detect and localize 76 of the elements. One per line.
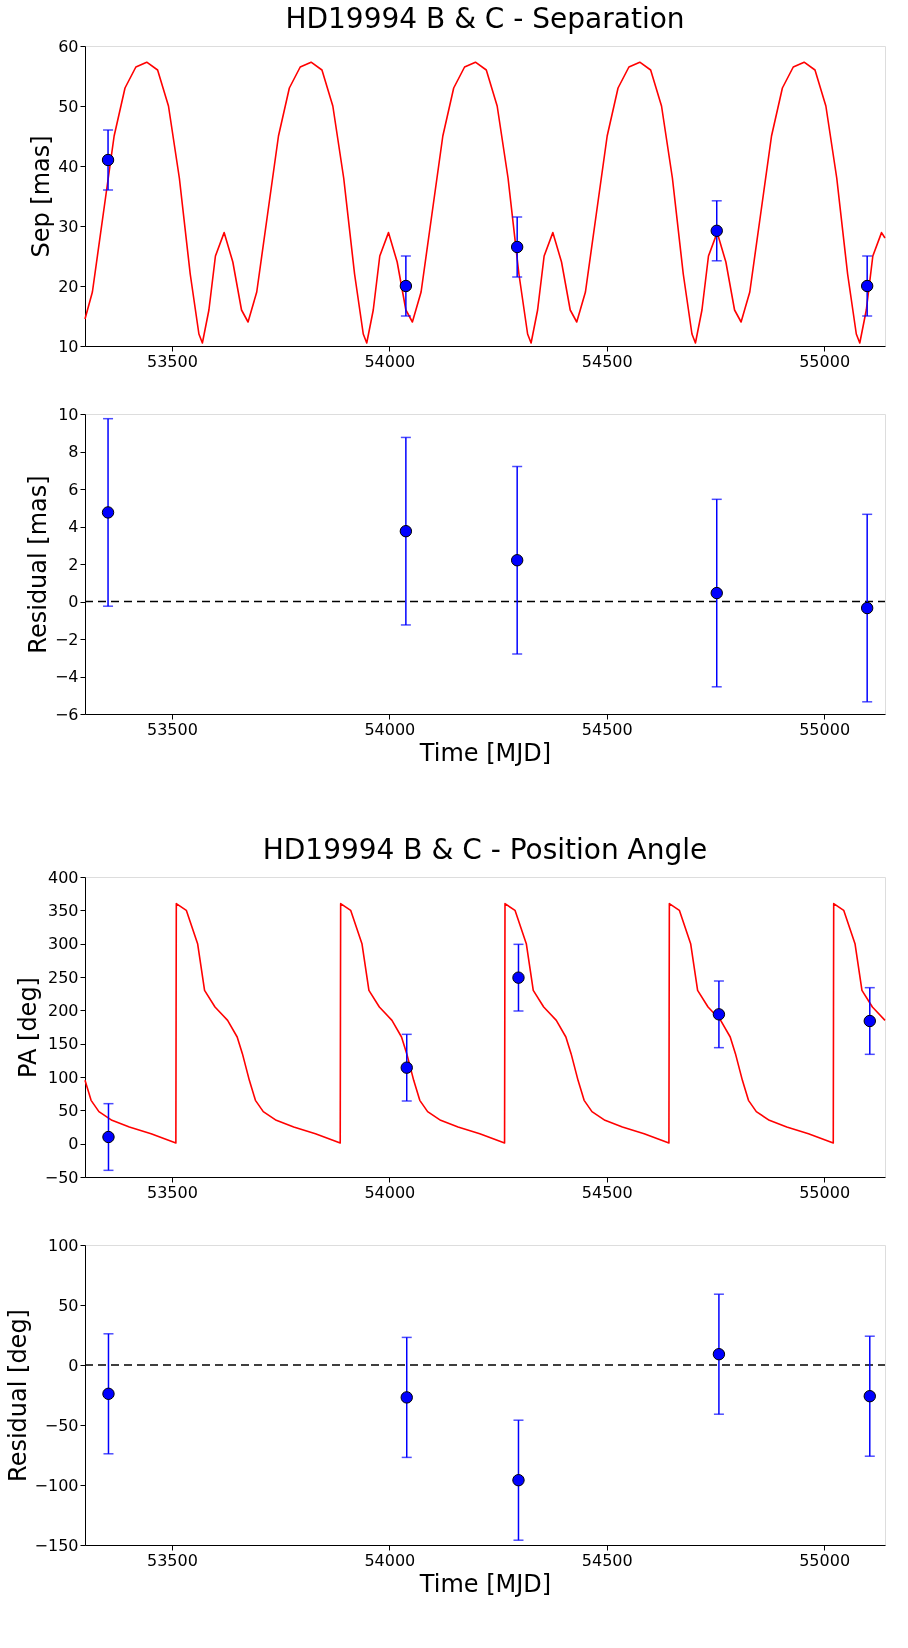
y-tick-label: −2	[54, 629, 79, 649]
x-tick-label: 53500	[147, 351, 198, 371]
y-tick-label: 100	[47, 1067, 79, 1087]
y-tick-label: 6	[68, 479, 79, 499]
point	[863, 1014, 876, 1028]
y-tick-label: 8	[68, 442, 79, 461]
y-axis-title: Residual [deg]	[3, 1309, 32, 1482]
point	[710, 224, 723, 237]
y-tick-label: 50	[58, 1100, 79, 1120]
point	[101, 506, 115, 519]
x-tick-label: 54000	[364, 1182, 416, 1202]
point	[510, 554, 524, 567]
y-tick-label: 40	[58, 156, 79, 176]
point	[510, 240, 524, 254]
x-tick-label: 53500	[147, 1550, 198, 1570]
y-tick-label: 10	[58, 336, 79, 356]
y-tick-label: 60	[58, 36, 79, 56]
y-tick-label: −50	[44, 1415, 79, 1435]
point	[710, 586, 723, 600]
y-tick-label: 250	[47, 967, 79, 987]
y-tick-label: −150	[34, 1535, 79, 1555]
y-axis-title: Sep [mas]	[27, 135, 56, 258]
point	[712, 1008, 726, 1021]
line-series	[84, 902, 886, 1144]
point	[400, 1391, 413, 1404]
y-tick-label: 350	[47, 900, 79, 920]
point	[860, 279, 874, 293]
point	[400, 1061, 413, 1074]
y-tick-label: 0	[68, 1355, 79, 1375]
x-tick-label: 54500	[581, 1550, 633, 1570]
point	[102, 1130, 115, 1144]
y-tick-label: 20	[58, 276, 79, 296]
y-tick-label: 0	[68, 592, 79, 611]
y-tick-label: 300	[47, 934, 79, 954]
y-axis-title: Residual [mas]	[23, 475, 52, 654]
x-tick-label: 54500	[581, 351, 633, 371]
x-tick-label: 53500	[147, 1182, 198, 1202]
x-tick-label: 54000	[364, 351, 416, 371]
y-tick-label: 50	[58, 96, 79, 116]
y-tick-label: −50	[44, 1167, 79, 1187]
y-tick-label: 100	[47, 1235, 79, 1255]
y-tick-label: −4	[54, 667, 79, 686]
x-axis-title: Time [MJD]	[418, 738, 552, 767]
y-tick-label: 400	[47, 867, 79, 887]
y-tick-label: 2	[68, 554, 79, 574]
point	[712, 1348, 726, 1361]
point	[512, 971, 525, 984]
point	[101, 153, 115, 167]
point	[860, 601, 874, 615]
y-tick-label: 150	[47, 1034, 79, 1054]
chart-title: HD19994 B & C - Separation	[285, 2, 685, 35]
x-axis-title: Time [MJD]	[418, 1569, 552, 1598]
y-tick-label: 50	[58, 1295, 79, 1315]
y-tick-label: −100	[34, 1475, 79, 1495]
point	[102, 1387, 115, 1400]
point	[399, 279, 413, 293]
x-tick-label: 53500	[147, 719, 198, 739]
x-tick-label: 54500	[581, 719, 633, 739]
x-tick-label: 54500	[581, 1182, 633, 1202]
y-tick-label: −6	[54, 704, 79, 724]
x-tick-label: 55000	[799, 1550, 851, 1570]
x-tick-label: 54000	[364, 719, 416, 739]
point	[512, 1474, 525, 1487]
point	[863, 1390, 876, 1403]
y-tick-label: 0	[68, 1134, 79, 1154]
y-tick-label: 4	[68, 517, 79, 536]
y-tick-label: 200	[47, 1000, 79, 1020]
x-tick-label: 55000	[799, 351, 851, 371]
x-tick-label: 55000	[799, 1182, 851, 1202]
y-axis-title: PA [deg]	[13, 977, 42, 1078]
x-tick-label: 55000	[799, 719, 851, 739]
y-tick-label: 10	[58, 404, 79, 424]
x-tick-label: 54000	[364, 1550, 416, 1570]
chart-title: HD19994 B & C - Position Angle	[262, 833, 708, 866]
y-tick-label: 30	[58, 216, 79, 236]
point	[399, 525, 413, 538]
